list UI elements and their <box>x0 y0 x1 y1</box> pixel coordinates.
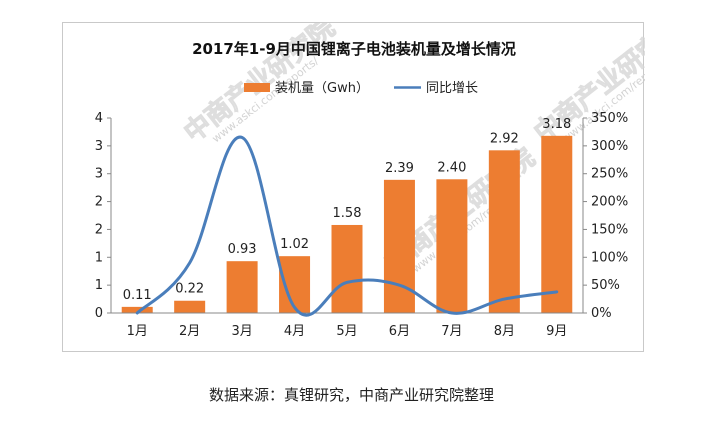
y-right-tick-label: 300% <box>591 139 628 154</box>
y-right-tick-label: 150% <box>591 222 628 237</box>
bar-data-label: 2.92 <box>490 131 519 146</box>
y-right-tick-label: 0% <box>591 306 612 321</box>
x-tick-label: 1月 <box>127 324 148 339</box>
x-tick-label: 4月 <box>284 324 305 339</box>
chart-title: 2017年1-9月中国锂离子电池装机量及增长情况 <box>192 40 516 58</box>
legend-swatch-bar <box>244 83 270 92</box>
bar <box>121 306 153 313</box>
y-right-tick-label: 350% <box>591 111 628 126</box>
x-tick-label: 8月 <box>494 324 515 339</box>
x-tick-label: 6月 <box>389 324 410 339</box>
bar-data-label: 2.40 <box>437 160 466 175</box>
chart-svg: 中商产业研究院www.askci.com/reports/中商产业研究院www.… <box>95 23 645 339</box>
bar <box>331 224 363 313</box>
bar-data-label: 0.11 <box>123 288 152 303</box>
bar-data-label: 3.18 <box>542 117 571 132</box>
bar-data-label: 0.22 <box>175 282 204 297</box>
bar <box>226 261 258 313</box>
y-right-tick-label: 50% <box>591 278 620 293</box>
bar-data-label: 1.58 <box>333 206 362 221</box>
x-tick-label: 2月 <box>179 324 200 339</box>
x-tick-label: 7月 <box>441 324 462 339</box>
x-tick-label: 3月 <box>231 324 252 339</box>
legend-label-bar: 装机量（Gwh） <box>275 81 369 96</box>
y-right-tick-label: 200% <box>591 195 628 210</box>
bar-data-label: 1.02 <box>280 237 309 252</box>
y-left-tick-label: 1 <box>95 278 103 293</box>
bar-data-label: 2.39 <box>385 161 414 176</box>
source-note: 数据来源：真锂研究，中商产业研究院整理 <box>208 386 494 404</box>
bar <box>383 179 415 313</box>
growth-line <box>135 135 559 317</box>
y-right-tick-label: 100% <box>591 250 628 265</box>
bar <box>174 300 206 313</box>
y-left-tick-label: 0 <box>95 306 103 321</box>
x-tick-label: 9月 <box>546 324 567 339</box>
y-left-tick-label: 3 <box>95 167 103 182</box>
bar <box>541 135 573 313</box>
chart-frame: 中商产业研究院 www.askci.com/reports/中商产业研究院 www.… <box>62 22 645 352</box>
y-left-tick-label: 4 <box>95 111 103 126</box>
bar <box>488 150 520 313</box>
bar-data-label: 0.93 <box>228 242 257 257</box>
y-left-tick-label: 1 <box>95 250 103 265</box>
y-left-tick-label: 2 <box>95 195 103 210</box>
y-right-tick-label: 250% <box>591 167 628 182</box>
bar <box>436 179 468 313</box>
x-tick-label: 5月 <box>336 324 357 339</box>
legend-label-line: 同比增长 <box>426 81 478 96</box>
y-left-tick-label: 2 <box>95 222 103 237</box>
y-left-tick-label: 3 <box>95 139 103 154</box>
